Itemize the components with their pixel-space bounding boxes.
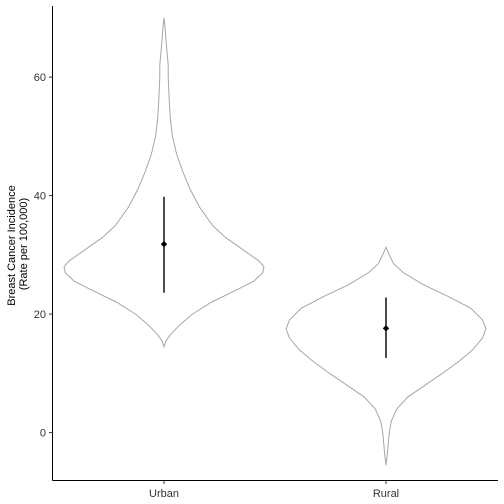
violin-urban: [63, 17, 265, 349]
y-axis-title-line-2: (Rate per 100,000): [18, 198, 30, 290]
mean-point-rural: [382, 325, 390, 332]
x-tick-label-urban: Urban: [149, 488, 179, 500]
y-axis-title: Breast Cancer Incidence (Rate per 100,00…: [6, 182, 30, 306]
x-tick-label-rural: Rural: [373, 488, 399, 500]
y-axis-title-line-1: Breast Cancer Incidence: [6, 185, 18, 305]
y-tick-label: 40: [34, 191, 46, 203]
y-tick-label: 20: [34, 309, 46, 321]
y-tick-label: 60: [34, 72, 46, 84]
y-axis-ticks: 0 20 40 60: [34, 72, 53, 440]
y-tick-label: 0: [40, 428, 46, 440]
x-axis-ticks: Urban Rural: [149, 480, 399, 500]
mean-point-layer: [160, 240, 390, 332]
violin-layer: [63, 17, 487, 466]
mean-point-urban: [160, 240, 168, 248]
